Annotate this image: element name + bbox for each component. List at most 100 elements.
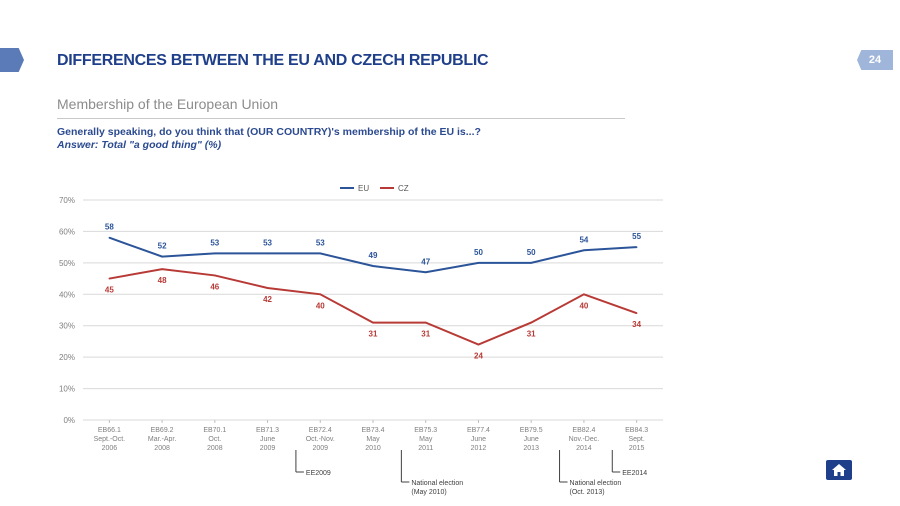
x-tick-label: 2014 xyxy=(576,445,592,452)
x-tick-label: Sept. xyxy=(628,436,644,443)
data-point xyxy=(214,252,216,255)
data-label: 34 xyxy=(632,320,641,329)
data-label: 53 xyxy=(316,238,325,247)
data-label: 55 xyxy=(632,232,641,241)
x-tick-label: EB69.2 xyxy=(151,427,174,434)
data-point xyxy=(108,277,111,280)
survey-question: Generally speaking, do you think that (O… xyxy=(57,126,481,138)
x-tick-label: 2011 xyxy=(418,445,433,452)
data-label: 58 xyxy=(105,223,114,232)
y-tick-label: 30% xyxy=(59,322,75,331)
home-icon xyxy=(832,464,846,476)
x-tick-label: June xyxy=(260,436,275,443)
survey-answer-label: Answer: Total "a good thing" (%) xyxy=(57,139,222,151)
y-tick-label: 60% xyxy=(59,227,75,236)
data-label: 53 xyxy=(210,238,219,247)
x-tick-label: EB66.1 xyxy=(98,427,121,434)
annotation-label: EE2014 xyxy=(622,470,647,477)
x-tick-label: EB75.3 xyxy=(414,427,437,434)
data-point xyxy=(266,287,269,289)
x-tick-label: EB71.3 xyxy=(256,427,279,434)
x-tick-label: EB84.3 xyxy=(625,427,648,434)
x-tick-label: EB73.4 xyxy=(362,427,385,434)
data-point xyxy=(477,343,480,346)
data-point xyxy=(635,246,638,248)
data-label: 31 xyxy=(527,330,536,339)
data-label: 45 xyxy=(105,286,114,295)
annotation-label: National election xyxy=(411,480,463,487)
x-tick-label: Sept.-Oct. xyxy=(94,436,126,443)
x-tick-label: EB72.4 xyxy=(309,427,332,434)
data-label: 31 xyxy=(421,330,430,339)
data-label: 46 xyxy=(210,282,219,291)
x-tick-label: 2010 xyxy=(365,445,381,452)
data-label: 50 xyxy=(474,248,483,257)
annotation-label: National election xyxy=(570,480,622,487)
data-label: 50 xyxy=(527,248,536,257)
data-point xyxy=(161,255,163,258)
x-tick-label: EB70.1 xyxy=(203,427,226,434)
data-point xyxy=(583,249,585,252)
x-tick-label: May xyxy=(366,436,380,443)
data-label: 54 xyxy=(579,235,588,244)
subtitle-divider xyxy=(57,118,625,119)
data-point xyxy=(372,321,374,324)
x-tick-label: EB82.4 xyxy=(572,427,595,434)
y-tick-label: 20% xyxy=(59,353,75,362)
data-label: 31 xyxy=(369,330,378,339)
x-tick-label: Mar.-Apr. xyxy=(148,436,176,443)
y-tick-label: 10% xyxy=(59,385,75,394)
data-point xyxy=(530,262,532,264)
y-tick-label: 50% xyxy=(59,259,75,268)
data-label: 24 xyxy=(474,352,483,361)
x-tick-label: 2012 xyxy=(471,445,487,452)
data-label: 53 xyxy=(263,238,272,247)
data-label: 42 xyxy=(263,295,272,304)
data-point xyxy=(319,293,322,296)
x-tick-label: 2008 xyxy=(154,445,170,452)
x-tick-label: Oct. xyxy=(208,436,221,443)
legend-label: CZ xyxy=(398,184,409,193)
page-number-badge: 24 xyxy=(857,50,893,70)
x-tick-label: 2006 xyxy=(102,445,118,452)
x-tick-label: 2009 xyxy=(312,445,328,452)
x-tick-label: 2008 xyxy=(207,445,223,452)
x-tick-label: 2013 xyxy=(523,445,539,452)
x-tick-label: 2009 xyxy=(260,445,276,452)
x-tick-label: June xyxy=(524,436,539,443)
annotation-label: (May 2010) xyxy=(411,489,446,496)
x-tick-label: June xyxy=(471,436,486,443)
x-tick-label: 2015 xyxy=(629,445,645,452)
x-tick-label: May xyxy=(419,436,433,443)
data-point xyxy=(214,274,216,277)
previous-page-tab[interactable] xyxy=(0,48,24,72)
data-label: 40 xyxy=(316,301,325,310)
x-tick-label: EB79.5 xyxy=(520,427,543,434)
home-button[interactable] xyxy=(826,460,852,480)
data-point xyxy=(424,271,427,274)
data-label: 40 xyxy=(579,301,588,310)
x-tick-label: Oct.-Nov. xyxy=(306,436,335,443)
x-tick-label: Nov.-Dec. xyxy=(569,436,600,443)
data-label: 48 xyxy=(158,276,167,285)
data-label: 47 xyxy=(421,257,430,266)
data-point xyxy=(266,252,269,255)
data-point xyxy=(530,321,532,324)
data-point xyxy=(583,293,585,296)
annotation-label: EE2009 xyxy=(306,470,331,477)
legend-label: EU xyxy=(358,184,369,193)
y-tick-label: 40% xyxy=(59,290,75,299)
y-tick-label: 0% xyxy=(63,416,75,425)
data-point xyxy=(161,268,163,270)
y-tick-label: 70% xyxy=(59,196,75,205)
annotation-label: (Oct. 2013) xyxy=(570,489,605,496)
data-point xyxy=(108,236,111,239)
data-point xyxy=(635,312,638,314)
x-tick-label: EB77.4 xyxy=(467,427,490,434)
data-point xyxy=(477,262,480,264)
data-point xyxy=(372,265,374,267)
page-title: DIFFERENCES BETWEEN THE EU AND CZECH REP… xyxy=(57,52,489,69)
data-label: 49 xyxy=(369,251,378,260)
page-subtitle: Membership of the European Union xyxy=(57,96,279,112)
